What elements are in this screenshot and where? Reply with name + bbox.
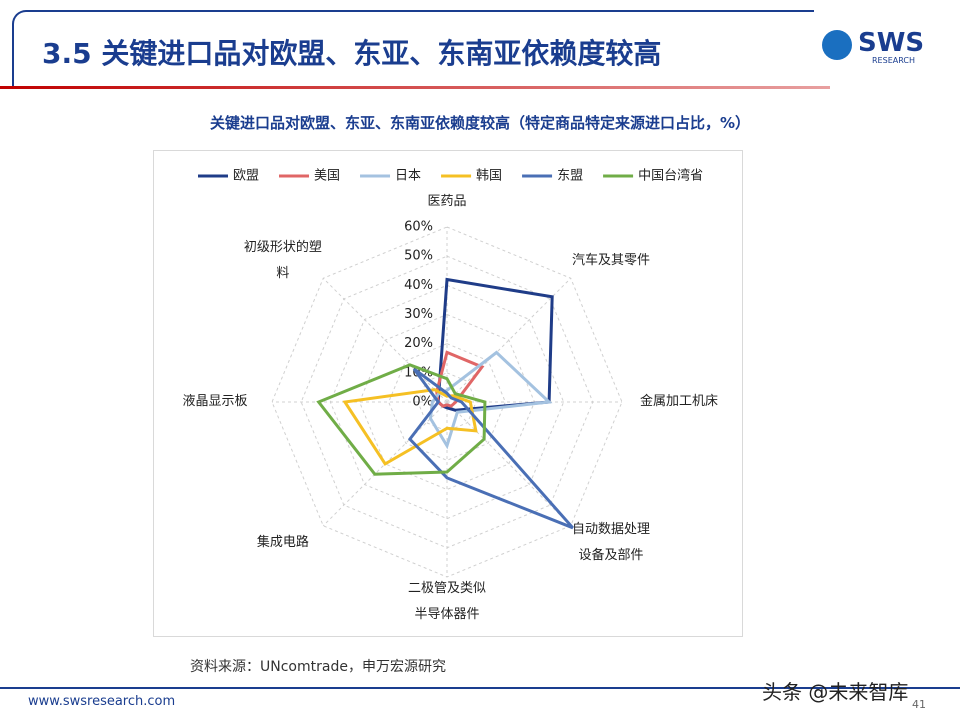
footer-url: www.swsresearch.com <box>28 694 176 709</box>
title-rule <box>0 86 830 89</box>
page-number: 41 <box>912 698 926 711</box>
legend-label: 日本 <box>395 169 421 184</box>
category-label: 初级形状的塑料 <box>243 239 322 281</box>
logo-text: SWS <box>858 28 925 58</box>
title-frame <box>12 10 814 86</box>
legend-label: 韩国 <box>476 169 502 184</box>
watermark: 头条 @未来智库 <box>762 680 909 704</box>
category-label: 医药品 <box>427 194 467 209</box>
category-label: 二极管及类似半导体器件 <box>407 581 486 622</box>
series-line <box>342 388 478 466</box>
tick-label: 50% <box>404 249 433 264</box>
grid-ring <box>329 284 565 520</box>
tick-label: 30% <box>404 307 433 322</box>
series-line <box>407 367 574 530</box>
legend-label: 中国台湾省 <box>638 168 703 184</box>
logo-icon <box>822 30 852 60</box>
series-line <box>316 363 487 476</box>
category-label: 汽车及其零件 <box>572 252 651 268</box>
grid-ring <box>358 313 536 491</box>
category-label: 自动数据处理设备及部件 <box>572 522 651 564</box>
spoke <box>446 277 572 403</box>
tick-label: 40% <box>404 278 433 293</box>
slide-title: 3.5 关键进口品对欧盟、东亚、东南亚依赖度较高 <box>42 37 662 70</box>
series-line <box>428 350 553 450</box>
legend-label: 美国 <box>314 169 340 184</box>
chart-title: 关键进口品对欧盟、东亚、东南亚依赖度较高（特定商品特定来源进口占比，%） <box>209 114 751 132</box>
legend-label: 欧盟 <box>233 169 259 184</box>
logo-sub: RESEARCH <box>872 56 915 65</box>
source: 资料来源：UNcomtrade，申万宏源研究 <box>190 659 446 675</box>
spoke <box>322 401 448 527</box>
spoke <box>322 277 448 403</box>
category-label: 金属加工机床 <box>639 394 718 409</box>
legend-label: 东盟 <box>557 169 583 184</box>
category-label: 集成电路 <box>256 535 309 551</box>
spoke <box>446 401 572 527</box>
tick-label: 60% <box>404 220 433 235</box>
category-label: 液晶显示板 <box>182 394 248 409</box>
tick-label: 0% <box>412 395 433 410</box>
tick-label: 20% <box>404 336 433 351</box>
footer-rule <box>0 687 960 689</box>
chart-frame <box>153 150 743 637</box>
